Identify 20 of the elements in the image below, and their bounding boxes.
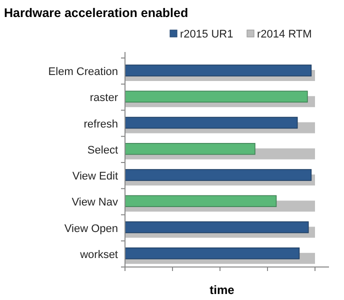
bar bbox=[124, 142, 256, 155]
y-tick-label: View Open bbox=[64, 222, 118, 235]
bar bbox=[124, 64, 312, 76]
bar bbox=[124, 247, 300, 260]
bar bbox=[124, 221, 309, 234]
bar bbox=[124, 116, 298, 129]
y-tick-label: raster bbox=[90, 92, 118, 104]
y-tick-label: Elem Creation bbox=[48, 66, 118, 78]
y-tick-label: refresh bbox=[84, 118, 118, 130]
legend-label: r2014 RTM bbox=[257, 28, 312, 40]
bar bbox=[124, 195, 277, 208]
y-tick-label: Select bbox=[87, 144, 118, 156]
y-tick-label: View Nav bbox=[72, 196, 118, 209]
legend-label: r2015 UR1 bbox=[180, 28, 234, 40]
chart-title: Hardware acceleration enabled bbox=[4, 6, 188, 20]
bar bbox=[124, 169, 312, 181]
y-tick-label: View Edit bbox=[72, 170, 118, 183]
y-tick-label: workset bbox=[79, 248, 118, 261]
x-axis-title: time bbox=[210, 283, 235, 297]
bar bbox=[124, 90, 308, 103]
